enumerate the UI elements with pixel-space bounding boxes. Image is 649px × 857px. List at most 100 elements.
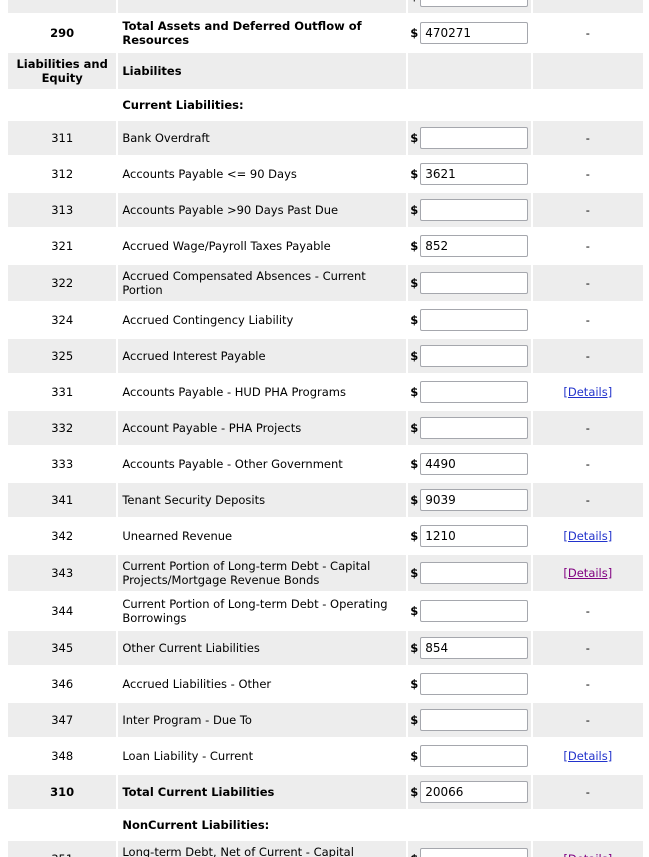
line-item-row: 331 Accounts Payable - HUD PHA Programs $ [… [8,375,643,409]
amount-cell: $ [408,555,531,591]
amount-input[interactable] [420,489,529,511]
amount-cell: $ [408,157,531,191]
currency-symbol: $ [410,0,420,3]
currency-symbol: $ [410,313,419,327]
line-item-number: 321 [8,229,117,263]
amount-cell: $ [408,15,531,51]
line-item-description: Accounts Payable >90 Days Past Due [118,193,407,227]
line-item-row: 311 Bank Overdraft $ - [8,121,643,155]
no-details-dash: - [585,677,590,691]
amount-input[interactable] [420,127,529,149]
line-item-number: 345 [8,631,117,665]
amount-input[interactable] [420,345,529,367]
line-item-description: Current Portion of Long-term Debt - Oper… [118,593,407,629]
amount-cell: $ [408,229,531,263]
amount-input[interactable] [420,453,529,475]
line-item-number: 346 [8,667,117,701]
detail-cell: [Details] [532,555,643,591]
amount-input[interactable] [420,163,529,185]
line-item-number: 311 [8,121,117,155]
detail-cell: - [532,667,643,701]
details-link[interactable]: [Details] [563,566,613,580]
amount-cell: $ [408,775,531,809]
details-link[interactable]: [Details] [563,529,613,543]
line-item-number: 312 [8,157,117,191]
amount-input[interactable] [420,309,529,331]
line-item-number: Liabilities and Equity [8,53,117,89]
amount-input[interactable] [420,745,529,767]
currency-symbol: $ [410,167,419,181]
amount-cell: $ [408,265,531,301]
line-item-number: 324 [8,303,117,337]
amount-input[interactable] [420,381,529,403]
amount-cell [408,53,531,89]
amount-input[interactable] [420,600,529,622]
no-details-dash: - [585,276,590,290]
amount-input[interactable] [420,0,529,7]
detail-cell: [Details] [532,841,643,857]
amount-cell: $ [408,841,531,857]
no-details-dash: - [585,604,590,618]
currency-symbol: $ [410,421,419,435]
line-item-number: 347 [8,703,117,737]
amount-input[interactable] [420,709,529,731]
details-link[interactable]: [Details] [563,385,613,399]
amount-input[interactable] [420,673,529,695]
line-item-description: Accounts Payable - HUD PHA Programs [118,375,407,409]
currency-symbol: $ [410,26,419,40]
amount-input[interactable] [420,848,529,857]
detail-cell: - [532,631,643,665]
line-item-row: 343 Current Portion of Long-term Debt - C… [8,555,643,591]
no-details-dash: - [585,493,590,507]
currency-symbol: $ [410,276,419,290]
no-details-dash: - [585,203,590,217]
detail-cell: [Details] [532,375,643,409]
amount-input[interactable] [420,22,529,44]
amount-input[interactable] [420,199,529,221]
line-item-number: 332 [8,411,117,445]
amount-input[interactable] [420,525,529,547]
line-item-number [8,0,117,13]
line-item-description: Current Liabilities: [118,91,407,119]
line-item-description: Accrued Interest Payable [118,339,407,373]
amount-input[interactable] [420,272,529,294]
detail-cell: [Details] [532,519,643,553]
line-item-number [8,811,117,839]
details-link[interactable]: [Details] [563,852,612,857]
line-item-description: Accounts Payable - Other Government [118,447,407,481]
line-item-description: Total Current Liabilities [118,775,407,809]
amount-input[interactable] [420,417,529,439]
amount-cell: $ [408,0,531,13]
detail-cell: - [532,483,643,517]
line-item-number [8,91,117,119]
line-item-description: Liabilites [118,53,407,89]
detail-cell: - [532,411,643,445]
currency-symbol: $ [410,349,419,363]
line-item-description: Accrued Contingency Liability [118,303,407,337]
amount-input[interactable] [420,235,529,257]
currency-symbol: $ [410,677,419,691]
category-header-row: Liabilities and Equity Liabilites [8,53,643,89]
currency-symbol: $ [410,457,419,471]
line-item-row: 347 Inter Program - Due To $ - [8,703,643,737]
amount-cell: $ [408,519,531,553]
no-details-dash: - [585,421,590,435]
amount-input[interactable] [420,781,529,803]
no-details-dash: - [585,131,590,145]
amount-cell [408,811,531,839]
line-item-row: 332 Account Payable - PHA Projects $ - [8,411,643,445]
currency-symbol: $ [410,566,419,580]
amount-input[interactable] [420,637,529,659]
detail-cell: - [532,447,643,481]
line-item-row: 346 Accrued Liabilities - Other $ - [8,667,643,701]
line-item-number: 325 [8,339,117,373]
amount-input[interactable] [420,562,529,584]
line-item-description: Other Current Liabilities [118,631,407,665]
detail-cell: - [532,303,643,337]
line-item-number: 310 [8,775,117,809]
details-link[interactable]: [Details] [563,749,613,763]
